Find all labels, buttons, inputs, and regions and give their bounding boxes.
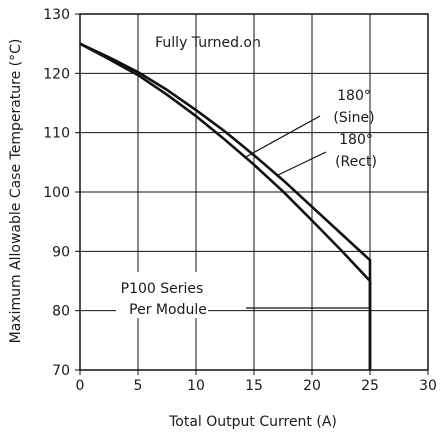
tick-labels: 0 5 10 15 20 25 30 70 80 90 100 110 120 130 [43, 7, 437, 394]
x-tick-label-10: 10 [187, 378, 205, 394]
leader-line-rect [275, 151, 327, 177]
y-tick-label-80: 80 [52, 304, 70, 320]
y-tick-label-130: 130 [43, 7, 70, 23]
annotation-rect-label: (Rect) [335, 154, 377, 170]
x-tick-label-20: 20 [303, 378, 321, 394]
x-tick-label-0: 0 [76, 378, 85, 394]
leader-lines [243, 115, 369, 309]
series-lines [79, 42, 372, 370]
series-line-sine [79, 42, 372, 370]
annotation-sine-label: (Sine) [333, 110, 374, 126]
y-tick-label-90: 90 [52, 244, 70, 260]
y-tick-label-70: 70 [52, 363, 70, 379]
leader-line-sine [243, 115, 321, 159]
y-tick-label-120: 120 [43, 66, 70, 82]
annotation-sine-angle: 180° [337, 88, 371, 104]
y-axis-title: Maximum Allowable Case Temperature (°C) [8, 39, 24, 344]
x-tick-label-25: 25 [361, 378, 379, 394]
annotation-series-backdrop [116, 272, 208, 318]
y-tick-label-100: 100 [43, 185, 70, 201]
x-tick-label-5: 5 [134, 378, 143, 394]
annotation-per-module: Per Module [129, 302, 207, 318]
annotation-series-name: P100 Series [121, 281, 204, 297]
series-line-rect [79, 42, 372, 370]
x-axis-title: Total Output Current (A) [168, 414, 337, 430]
axes [75, 13, 429, 375]
x-tick-label-15: 15 [245, 378, 263, 394]
annotation-fully-turned-on: Fully Turned.on [155, 35, 261, 51]
x-tick-label-30: 30 [419, 378, 437, 394]
annotation-rect-angle: 180° [339, 132, 373, 148]
y-tick-label-110: 110 [43, 126, 70, 142]
